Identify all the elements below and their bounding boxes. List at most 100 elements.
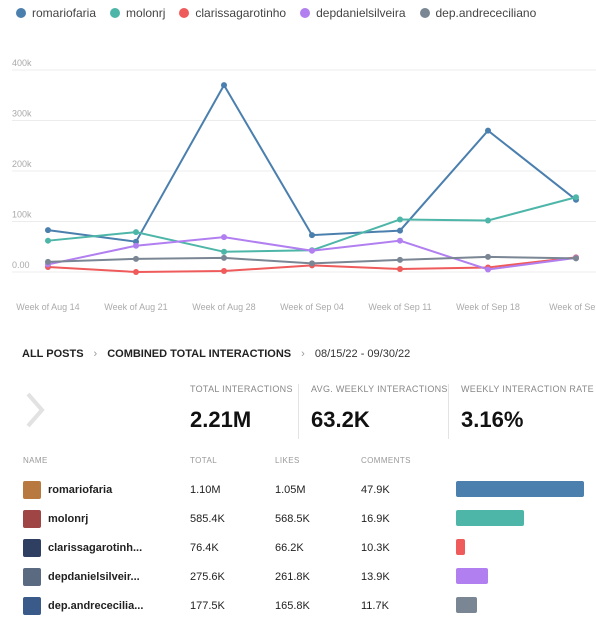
avatar [23, 597, 41, 615]
chevron-left-nav-icon[interactable] [22, 390, 48, 430]
weekly-interaction-rate-stat: WEEKLY INTERACTION RATE 3.16% [461, 384, 594, 433]
legend-item-dep-andrececiliano[interactable]: dep.andrececiliano [419, 6, 537, 20]
share-bar [456, 510, 524, 526]
data-point [133, 269, 139, 275]
data-point [397, 265, 403, 272]
x-tick-label: Week of Sept [549, 302, 596, 312]
account-name: romariofaria [48, 484, 113, 496]
x-tick-label: Week of Sep 18 [456, 302, 520, 312]
table-row[interactable]: clarissagarotinh... 76.4K 66.2K 10.3K [0, 537, 596, 561]
x-tick-label: Week of Sep 04 [280, 302, 344, 312]
legend-label: dep.andrececiliano [435, 6, 537, 20]
stat-value: 3.16% [461, 407, 524, 432]
data-point [397, 256, 403, 263]
data-point [397, 216, 403, 223]
account-name: clarissagarotinh... [48, 542, 143, 554]
column-header-total[interactable]: TOTAL [190, 456, 218, 465]
data-point [309, 260, 315, 267]
y-tick-label: 300k [12, 109, 32, 119]
data-point [45, 237, 51, 244]
column-header-comments[interactable]: COMMENTS [361, 456, 411, 465]
likes-value: 66.2K [275, 542, 304, 554]
likes-value: 261.8K [275, 571, 310, 583]
data-point [397, 227, 403, 234]
share-bar [456, 539, 465, 555]
data-point [221, 234, 227, 241]
avatar [23, 539, 41, 557]
line-chart: 0.00 100k 200k 300k 400k Week of Aug 14 Week o… [12, 58, 596, 312]
stat-label: WEEKLY INTERACTION RATE [461, 384, 594, 394]
likes-value: 1.05M [275, 484, 306, 496]
data-point [485, 127, 491, 134]
y-tick-label: 400k [12, 58, 32, 68]
comments-value: 16.9K [361, 513, 390, 525]
avatar [23, 510, 41, 528]
share-bar [456, 481, 584, 497]
data-point [573, 194, 579, 201]
y-tick-label: 0.00 [12, 260, 30, 270]
chart-legend: romariofaria molonrj clarissagarotinho d… [16, 6, 536, 20]
date-range: 08/15/22 - 09/30/22 [314, 348, 411, 360]
data-point [485, 266, 491, 273]
data-point [221, 248, 227, 255]
total-value: 275.6K [190, 571, 225, 583]
x-tick-label: Week of Sep 11 [368, 302, 431, 312]
table-row[interactable]: depdanielsilveir... 275.6K 261.8K 13.9K [0, 566, 596, 590]
legend-item-depdanielsilveira[interactable]: depdanielsilveira [300, 6, 406, 20]
table-row[interactable]: romariofaria 1.10M 1.05M 47.9K [0, 479, 596, 503]
account-name: depdanielsilveir... [48, 571, 140, 583]
data-point [221, 254, 227, 261]
legend-label: clarissagarotinho [195, 6, 287, 20]
data-point [485, 217, 491, 224]
data-point [309, 247, 315, 254]
chevron-right-icon: › [301, 348, 305, 360]
legend-dot [179, 8, 190, 18]
breadcrumb-combined-total[interactable]: COMBINED TOTAL INTERACTIONS [107, 348, 292, 360]
data-point [221, 82, 227, 89]
legend-item-romariofaria[interactable]: romariofaria [16, 6, 96, 20]
x-tick-label: Week of Aug 28 [192, 302, 255, 312]
table-row[interactable]: dep.andrececilia... 177.5K 165.8K 11.7K [0, 595, 596, 619]
x-tick-label: Week of Aug 14 [16, 302, 79, 312]
legend-item-molonrj[interactable]: molonrj [110, 6, 165, 20]
data-point [573, 255, 579, 262]
legend-label: molonrj [126, 6, 166, 20]
breadcrumb-all-posts[interactable]: ALL POSTS [22, 348, 84, 360]
data-point [133, 242, 139, 249]
avatar [23, 481, 41, 499]
y-tick-label: 100k [12, 210, 32, 220]
divider [448, 384, 449, 439]
legend-item-clarissagarotinho[interactable]: clarissagarotinho [179, 6, 286, 20]
column-header-name[interactable]: NAME [23, 456, 48, 465]
account-name: molonrj [48, 513, 89, 525]
legend-dot [419, 8, 430, 18]
comments-value: 11.7K [361, 600, 389, 612]
share-bar [456, 597, 477, 613]
total-value: 177.5K [190, 600, 225, 612]
column-header-likes[interactable]: LIKES [275, 456, 300, 465]
stat-label: AVG. WEEKLY INTERACTIONS [311, 384, 448, 394]
avatar [23, 568, 41, 586]
account-name: dep.andrececilia... [48, 600, 144, 612]
likes-value: 568.5K [275, 513, 310, 525]
total-value: 1.10M [190, 484, 221, 496]
share-bar [456, 568, 488, 584]
data-point [397, 237, 403, 244]
legend-label: depdanielsilveira [316, 6, 406, 20]
data-point [309, 232, 315, 239]
data-point [45, 258, 51, 265]
total-value: 76.4K [190, 542, 219, 554]
x-tick-label: Week of Aug 21 [104, 302, 167, 312]
stat-value: 63.2K [311, 407, 370, 432]
data-point [45, 227, 51, 234]
data-point [221, 267, 227, 274]
legend-label: romariofaria [32, 6, 97, 20]
data-point [485, 253, 491, 260]
divider [298, 384, 299, 439]
legend-dot [110, 8, 121, 18]
y-tick-label: 200k [12, 159, 32, 169]
table-row[interactable]: molonrj 585.4K 568.5K 16.9K [0, 508, 596, 532]
breadcrumb: ALL POSTS › COMBINED TOTAL INTERACTIONS … [22, 348, 410, 360]
series-line-molonrj [47, 196, 577, 253]
total-interactions-stat: TOTAL INTERACTIONS 2.21M [190, 384, 293, 433]
